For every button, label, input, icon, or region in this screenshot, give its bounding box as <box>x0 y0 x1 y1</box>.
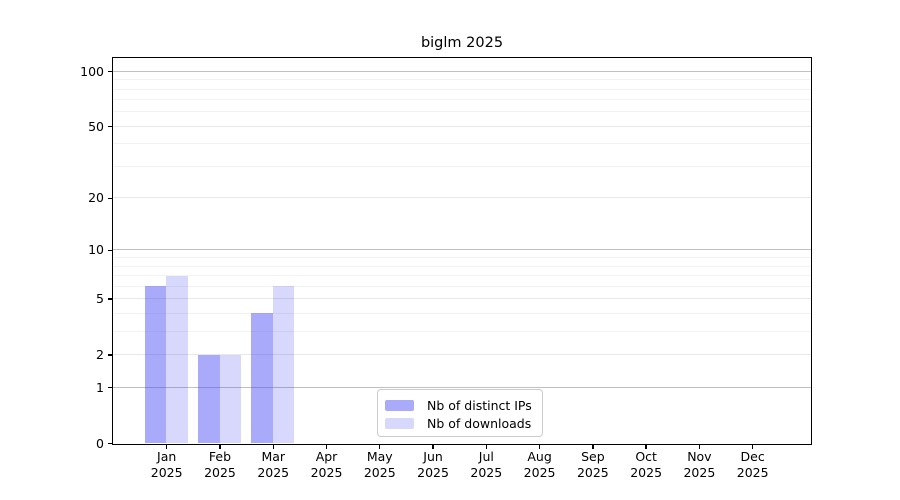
bar-distinct-ips-jan <box>144 286 167 444</box>
gridline-y-30 <box>113 165 811 167</box>
x-tick-label-feb: Feb 2025 <box>204 449 236 480</box>
x-tick-nov <box>698 445 701 450</box>
x-tick-label-mar: Mar 2025 <box>257 449 290 480</box>
gridline-y-1 <box>113 386 811 388</box>
gridline-y-50 <box>113 125 811 127</box>
y-tick-2 <box>107 354 112 356</box>
bar-downloads-jan <box>166 275 188 444</box>
legend-swatch-downloads <box>385 417 414 429</box>
x-tick-label-nov: Nov 2025 <box>683 449 716 480</box>
x-tick-jul <box>485 445 487 450</box>
bar-downloads-feb <box>219 354 242 444</box>
gridline-y-4 <box>113 312 811 314</box>
legend-label-distinct-ips: Nb of distinct IPs <box>427 397 532 413</box>
chart-title: biglm 2025 <box>420 35 504 51</box>
bar-downloads-mar <box>272 286 295 444</box>
y-tick-label-5: 5 <box>96 291 104 307</box>
y-tick-20 <box>107 197 112 199</box>
x-tick-label-may: May 2025 <box>363 449 396 480</box>
legend-item-distinct-ips: Nb of distinct IPs <box>385 396 534 414</box>
y-tick-label-50: 50 <box>88 118 104 134</box>
x-tick-label-dec: Dec 2025 <box>736 449 769 480</box>
x-tick-mar <box>272 445 274 450</box>
y-tick-10 <box>107 249 112 252</box>
x-tick-label-apr: Apr 2025 <box>310 449 343 480</box>
x-tick-label-oct: Oct 2025 <box>630 449 663 480</box>
y-tick-100 <box>107 70 112 73</box>
x-tick-sep <box>592 445 594 450</box>
legend-item-downloads: Nb of downloads <box>385 414 534 432</box>
gridline-y-40 <box>113 143 811 145</box>
y-tick-label-20: 20 <box>88 190 104 206</box>
x-tick-apr <box>325 445 328 450</box>
x-tick-dec <box>751 445 754 450</box>
gridline-y-80 <box>113 88 811 90</box>
y-tick-label-2: 2 <box>96 347 104 363</box>
x-tick-jan <box>166 445 168 450</box>
x-tick-label-jun: Jun 2025 <box>417 449 449 480</box>
y-tick-label-10: 10 <box>88 242 104 258</box>
gridline-y-5 <box>113 298 811 300</box>
gridline-y-6 <box>113 285 811 287</box>
gridline-y-9 <box>113 257 811 259</box>
x-tick-oct <box>645 445 647 450</box>
x-tick-label-jul: Jul 2025 <box>470 449 503 480</box>
legend-label-downloads: Nb of downloads <box>427 415 532 431</box>
legend: Nb of distinct IPs Nb of downloads <box>377 389 543 437</box>
plot-area: Nb of distinct IPs Nb of downloads <box>112 57 812 445</box>
gridline-y-90 <box>113 79 811 81</box>
bar-distinct-ips-mar <box>251 313 273 444</box>
gridline-y-100 <box>113 70 811 72</box>
gridline-y-70 <box>113 99 811 101</box>
y-tick-label-1: 1 <box>96 379 104 395</box>
x-tick-label-jan: Jan 2025 <box>150 449 183 480</box>
gridline-y-20 <box>113 197 811 199</box>
x-tick-label-aug: Aug 2025 <box>523 449 556 480</box>
x-tick-may <box>379 445 381 450</box>
legend-swatch-distinct-ips <box>385 399 414 411</box>
gridline-y-3 <box>113 330 811 332</box>
gridline-y-2 <box>113 354 811 356</box>
x-tick-aug <box>538 445 541 450</box>
y-tick-50 <box>107 125 112 128</box>
gridline-y-60 <box>113 111 811 113</box>
y-tick-1 <box>107 387 112 389</box>
x-tick-jun <box>432 445 434 450</box>
y-tick-label-0: 0 <box>96 435 104 451</box>
gridline-y-10 <box>113 249 811 251</box>
y-tick-0 <box>107 442 112 445</box>
bar-distinct-ips-feb <box>198 354 220 444</box>
y-tick-5 <box>107 298 112 300</box>
x-tick-feb <box>219 445 221 450</box>
y-tick-label-100: 100 <box>80 63 104 79</box>
gridline-y-7 <box>113 275 811 277</box>
gridline-y-8 <box>113 265 811 267</box>
x-tick-label-sep: Sep 2025 <box>576 449 609 480</box>
